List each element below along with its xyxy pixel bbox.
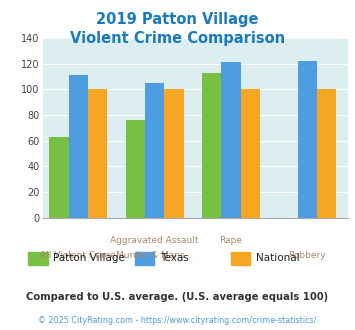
Bar bbox=[164, 89, 184, 218]
Text: Robbery: Robbery bbox=[288, 251, 326, 260]
Bar bbox=[221, 62, 241, 218]
Text: All Violent Crime: All Violent Crime bbox=[40, 251, 116, 260]
Text: 2019 Patton Village: 2019 Patton Village bbox=[96, 12, 259, 26]
Bar bbox=[49, 137, 69, 218]
Bar bbox=[88, 89, 107, 218]
Bar bbox=[69, 75, 88, 218]
Bar bbox=[145, 83, 164, 218]
Text: Aggravated Assault: Aggravated Assault bbox=[110, 236, 199, 245]
Text: Murder & Mans...: Murder & Mans... bbox=[116, 251, 193, 260]
Text: Compared to U.S. average. (U.S. average equals 100): Compared to U.S. average. (U.S. average … bbox=[26, 292, 329, 302]
Bar bbox=[126, 120, 145, 218]
Text: Texas: Texas bbox=[160, 253, 189, 263]
Bar bbox=[297, 61, 317, 218]
Text: National: National bbox=[256, 253, 299, 263]
Bar bbox=[202, 73, 221, 218]
Text: Rape: Rape bbox=[219, 236, 242, 245]
Bar bbox=[317, 89, 336, 218]
Text: © 2025 CityRating.com - https://www.cityrating.com/crime-statistics/: © 2025 CityRating.com - https://www.city… bbox=[38, 316, 317, 325]
Text: Patton Village: Patton Village bbox=[53, 253, 125, 263]
Bar bbox=[241, 89, 260, 218]
Text: Violent Crime Comparison: Violent Crime Comparison bbox=[70, 31, 285, 46]
